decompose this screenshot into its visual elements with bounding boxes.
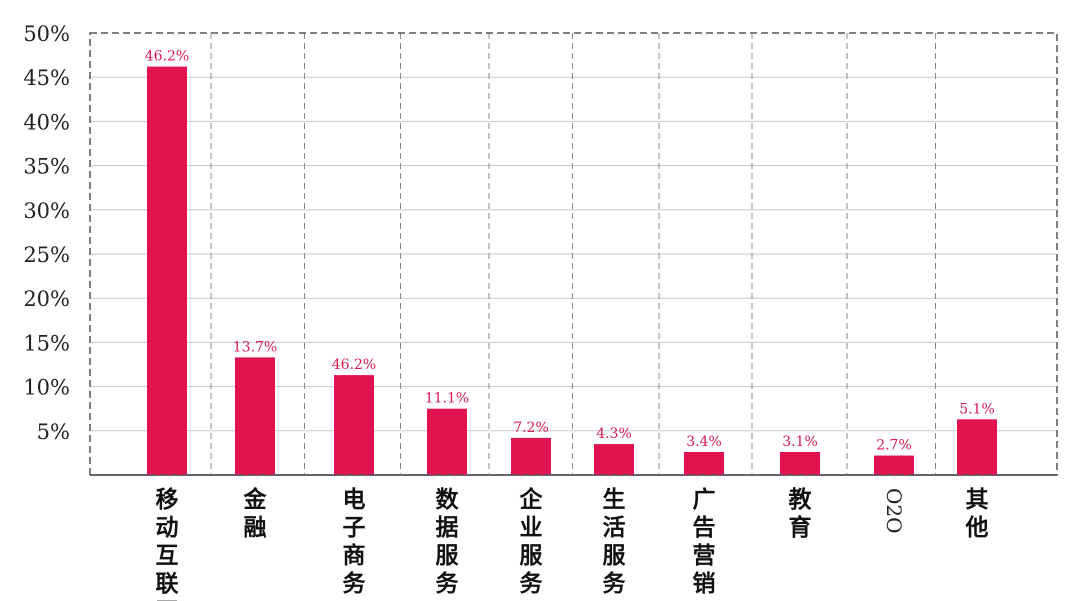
y-tick-label: 10%: [23, 376, 70, 400]
category-label: 生活服务: [603, 487, 627, 597]
data-label: 3.1%: [782, 434, 818, 450]
bar: [235, 357, 275, 475]
category-label: 教育: [789, 486, 813, 541]
data-label: 11.1%: [425, 391, 469, 407]
bar: [874, 455, 914, 475]
y-tick-label: 20%: [23, 287, 70, 311]
y-tick-label: 50%: [23, 22, 70, 46]
bar: [427, 408, 467, 475]
y-tick-label: 35%: [23, 155, 70, 179]
data-label: 7.2%: [513, 420, 549, 436]
category-label: 企业服务: [519, 486, 544, 597]
data-label: 2.7%: [876, 438, 912, 454]
bar: [780, 452, 820, 475]
data-label: 5.1%: [959, 401, 995, 417]
bar: [684, 452, 724, 475]
category-label: 其他: [965, 487, 989, 541]
y-axis-ticks: 5% 10% 15% 20% 25% 30% 35% 40% 45% 50%: [23, 22, 70, 444]
data-label: 46.2%: [332, 357, 376, 373]
y-tick-label: 45%: [23, 66, 70, 90]
bar: [147, 66, 187, 475]
plot-frame: [89, 32, 1058, 476]
bars: [147, 66, 997, 475]
data-label: 4.3%: [596, 426, 632, 442]
bar: [511, 437, 551, 475]
y-tick-label: 25%: [23, 243, 70, 267]
category-label: O2O: [882, 488, 906, 534]
category-label: 电子商务: [343, 487, 367, 597]
data-label: 46.2%: [145, 49, 189, 65]
category-label: 金融: [243, 486, 268, 541]
data-labels: 46.2% 13.7% 46.2% 11.1% 7.2% 4.3% 3.4% 3.1% 2.7%…: [145, 49, 995, 454]
y-tick-label: 40%: [23, 110, 70, 134]
bar: [594, 444, 634, 475]
bar: [957, 419, 997, 475]
y-tick-label: 5%: [37, 420, 70, 444]
data-label: 3.4%: [686, 434, 722, 450]
y-tick-label: 15%: [23, 331, 70, 355]
category-label: 数据服务: [436, 487, 460, 597]
category-labels: 移动互联网 金融 电子商务 数据服务 企业服务 生活服务 广告营销 教育 O2O 其他: [156, 486, 989, 601]
y-tick-label: 30%: [23, 199, 70, 223]
bar: [334, 375, 374, 475]
category-label: 广告营销: [693, 486, 716, 597]
data-label: 13.7%: [233, 339, 277, 355]
category-label: 移动互联网: [156, 487, 179, 601]
